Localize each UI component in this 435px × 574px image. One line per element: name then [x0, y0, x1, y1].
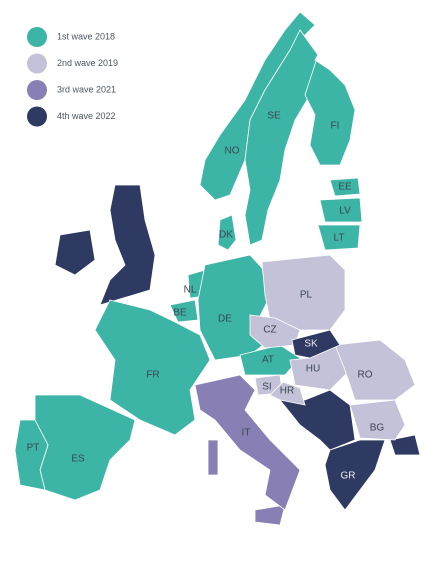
legend-label: 2nd wave 2019: [57, 58, 118, 68]
legend-swatch: [27, 80, 47, 100]
country-shape: [217, 214, 237, 251]
country-label: FI: [331, 121, 340, 132]
country-shape: [279, 389, 356, 451]
country-shape: [99, 184, 156, 306]
country-shape: [334, 339, 416, 401]
country-label: HR: [280, 386, 294, 397]
country-shape: [324, 439, 386, 511]
country-label: PL: [300, 290, 313, 301]
country-label: DE: [218, 314, 232, 325]
country-shape: [304, 54, 356, 166]
country-label: IT: [242, 428, 251, 439]
country-shape: [54, 229, 96, 276]
country-label: HU: [306, 364, 320, 375]
country-label: BE: [173, 308, 187, 319]
country-shapes: [14, 11, 421, 526]
country-label: RO: [358, 370, 373, 381]
country-shape: [389, 434, 421, 456]
country-labels: SE NO FI EE LV LT DK NL BE DE FR ES PT AT PL CZ HU RO SI HR…: [27, 111, 385, 482]
legend-label: 3rd wave 2021: [57, 84, 116, 94]
country-shape: [14, 419, 49, 491]
country-shape: [34, 394, 136, 501]
legend-swatch: [27, 27, 47, 47]
country-label: NL: [184, 285, 197, 296]
country-label: FR: [146, 370, 159, 381]
country-shape: [329, 177, 361, 197]
legend-label: 4th wave 2022: [57, 111, 116, 121]
country-shape: [291, 329, 341, 359]
country-label: DK: [219, 230, 233, 241]
country-label: AT: [262, 355, 274, 366]
country-label: SE: [267, 111, 281, 122]
country-shape: [197, 254, 271, 361]
country-label: PT: [27, 443, 40, 454]
country-label: SI: [262, 382, 271, 393]
country-label: EE: [338, 182, 352, 193]
country-shape: [319, 197, 363, 223]
legend: 1st wave 2018 2nd wave 2019 3rd wave 2021 4…: [27, 27, 118, 127]
country-label: GR: [341, 471, 356, 482]
country-label: ES: [71, 454, 85, 465]
country-shape: [349, 399, 406, 441]
country-shape: [317, 224, 361, 251]
country-label: CZ: [263, 325, 276, 336]
country-label: LV: [339, 206, 351, 217]
country-label: LT: [334, 233, 345, 244]
country-shape: [244, 29, 319, 246]
legend-swatch: [27, 106, 47, 127]
country-shape: [207, 439, 219, 476]
country-shape: [94, 299, 211, 436]
country-label: SK: [304, 339, 318, 350]
country-shape: [194, 374, 301, 511]
country-shape: [169, 299, 199, 323]
country-shape: [254, 504, 286, 526]
legend-swatch: [27, 53, 47, 74]
country-shape: [269, 381, 306, 406]
country-label: BG: [370, 423, 385, 434]
country-label: NO: [225, 146, 240, 157]
legend-label: 1st wave 2018: [57, 31, 115, 41]
